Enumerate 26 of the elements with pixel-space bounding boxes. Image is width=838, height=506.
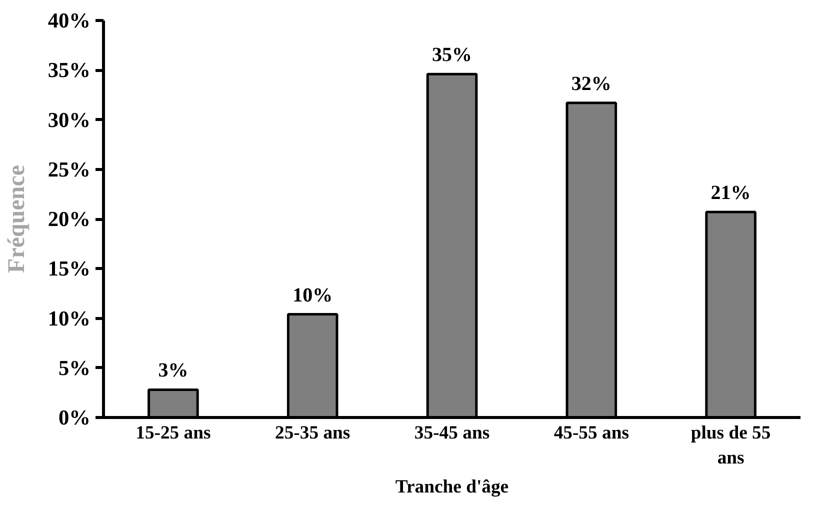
data-label: 3% <box>158 360 188 382</box>
data-label: 10% <box>292 284 333 306</box>
x-tick-label: 25-35 ans <box>275 422 350 444</box>
x-tick-label: plus de 55 ans <box>690 422 771 469</box>
y-tick-label: 35% <box>48 58 90 82</box>
y-tick-label: 0% <box>58 406 91 430</box>
bar <box>148 388 199 418</box>
y-axis-title: Fréquence <box>4 164 30 273</box>
data-label: 21% <box>710 182 751 204</box>
y-tick-label: 5% <box>58 356 91 380</box>
y-tick-label: 15% <box>48 256 90 281</box>
y-tick-label: 10% <box>48 306 90 330</box>
data-label: 35% <box>432 44 472 66</box>
bar <box>705 210 756 418</box>
x-axis-title: Tranche d'âge <box>395 476 509 498</box>
x-tick-label: 35-45 ans <box>414 422 490 444</box>
bar <box>566 102 618 418</box>
x-tick-label: 15-25 ans <box>136 422 211 444</box>
y-tick-label: 20% <box>48 207 90 231</box>
bar <box>286 313 338 418</box>
y-tick-label: 25% <box>48 157 90 182</box>
data-label: 32% <box>571 72 612 95</box>
bar <box>426 72 478 418</box>
y-tick-label: 40% <box>48 8 90 32</box>
x-tick-label: 45-55 ans <box>554 422 629 444</box>
y-tick-label: 30% <box>48 108 90 132</box>
